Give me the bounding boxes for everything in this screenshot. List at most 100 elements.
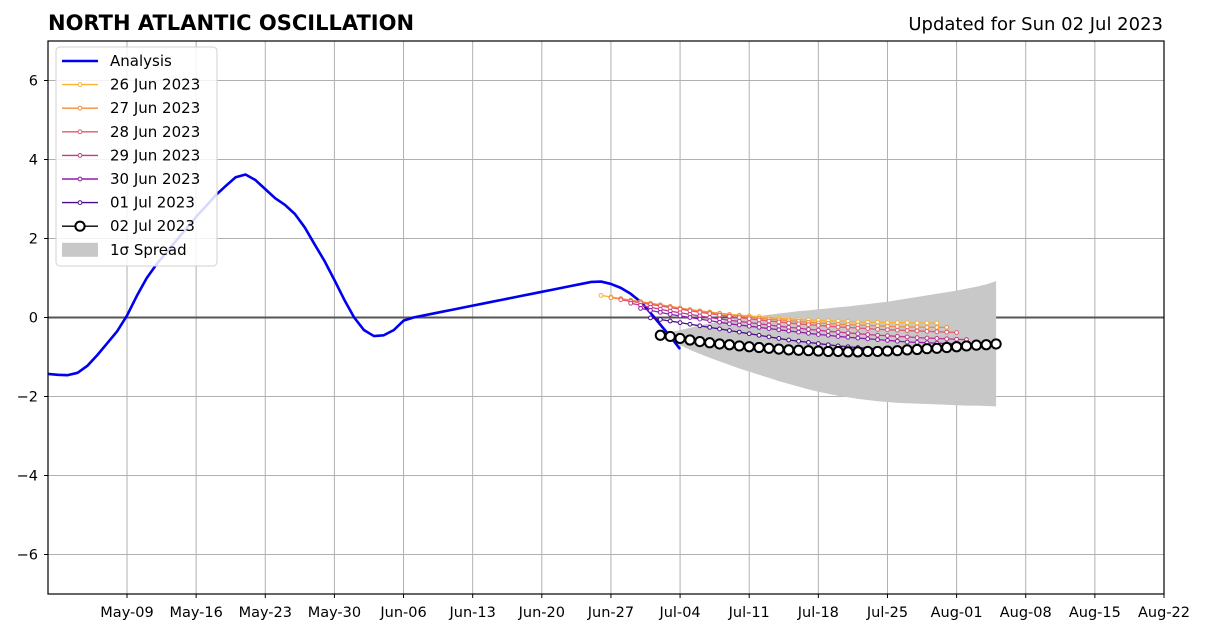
forecast-26-jun-2023-point: [598, 292, 604, 298]
x-tick-label: Aug-01: [931, 605, 983, 621]
forecast-26-jun-2023-point: [894, 320, 900, 326]
forecast-29-jun-2023-point: [796, 325, 801, 331]
forecast-02-jul-2023-point: [852, 346, 864, 358]
forecast-29-jun-2023-point: [875, 332, 880, 338]
forecast-27-jun-2023-point: [924, 324, 930, 330]
forecast-28-jun-2023-point: [746, 316, 752, 322]
forecast-02-jul-2023-point: [921, 343, 933, 355]
forecast-29-jun-2023-point: [924, 335, 930, 341]
legend-27-jun-2023-marker: [77, 105, 83, 111]
x-tick-label: Aug-15: [1069, 605, 1121, 621]
forecast-29-jun-2023-point: [894, 334, 900, 339]
forecast-30-jun-2023-point: [914, 339, 920, 345]
forecast-02-jul-2023-point: [802, 345, 815, 357]
forecast-02-jul-2023-point: [960, 340, 973, 352]
forecast-02-jul-2023-point: [763, 342, 775, 354]
analysis-line: [47, 173, 682, 377]
y-tick-label: −6: [17, 548, 38, 564]
forecast-27-jun-2023-point: [934, 324, 940, 330]
forecast-28-jun-2023-point: [786, 320, 792, 326]
forecast-29-jun-2023-point: [815, 327, 821, 333]
plot-area: May-09 May-16 May-23 May-30 Jun-06 Jun-13 Jun-…: [17, 40, 1190, 621]
forecast-01-jul-2023-point: [746, 331, 752, 337]
forecast-01-jul-2023-point: [648, 315, 653, 321]
forecast-30-jun-2023-point: [697, 316, 703, 322]
legend-26-jun-2023-marker: [77, 82, 83, 87]
forecast-30-jun-2023-point: [638, 306, 643, 311]
forecast-02-jul-2023-point: [694, 335, 706, 348]
forecast-02-jul-2023-point: [832, 345, 844, 358]
forecast-30-jun-2023-point: [825, 332, 831, 338]
legend-26-jun-2023-label: 26 Jun 2023: [110, 76, 200, 94]
x-tick-label: May-09: [100, 605, 153, 621]
forecast-02-jul-2023-point: [911, 343, 923, 356]
x-tick-label: Jun-06: [379, 605, 426, 621]
y-tick-label: −4: [17, 469, 38, 485]
forecast-01-jul-2023-point: [667, 318, 673, 324]
forecast-30-jun-2023-point: [786, 328, 792, 334]
forecast-26-jun-2023-point: [914, 320, 920, 326]
legend-02-jul-2023-marker: [74, 220, 86, 232]
x-tick-label: Jul-18: [797, 605, 839, 621]
forecast-28-jun-2023-point: [806, 322, 811, 328]
legend-analysis-label: Analysis: [110, 52, 172, 70]
forecast-02-jul-2023-point: [901, 344, 913, 356]
forecast-02-jul-2023-point: [970, 339, 982, 351]
y-tick-label: 4: [29, 153, 38, 169]
forecast-01-jul-2023-point: [756, 332, 762, 338]
forecast-01-jul-2023-point: [776, 336, 782, 341]
forecast-01-jul-2023-point: [766, 334, 772, 340]
forecast-01-jul-2023-point: [815, 341, 821, 346]
forecast-29-jun-2023-point: [865, 332, 871, 337]
forecast-30-jun-2023-point: [796, 329, 801, 335]
forecast-28-jun-2023-point: [934, 329, 940, 335]
x-tick-label: Aug-08: [1000, 605, 1052, 621]
forecast-28-jun-2023-point: [727, 313, 732, 319]
forecast-28-jun-2023-point: [736, 315, 742, 320]
forecast-30-jun-2023-point: [756, 324, 762, 330]
forecast-01-jul-2023-point: [657, 317, 663, 322]
forecast-28-jun-2023-point: [618, 297, 624, 303]
forecast-02-jul-2023-point: [723, 339, 736, 351]
forecast-28-jun-2023-point: [904, 328, 910, 333]
x-tick-label: Aug-22: [1138, 605, 1190, 621]
forecast-02-jul-2023-point: [842, 346, 854, 358]
y-tick-label: 6: [29, 74, 38, 90]
legend-02-jul-2023-label: 02 Jul 2023: [110, 217, 195, 235]
forecast-28-jun-2023-point: [855, 325, 861, 331]
forecast-30-jun-2023-point: [717, 319, 722, 325]
forecast-02-jul-2023-point: [753, 341, 765, 354]
forecast-28-jun-2023-point: [875, 326, 880, 332]
forecast-30-jun-2023-point: [885, 338, 890, 343]
x-tick-label: Jul-04: [658, 605, 700, 621]
forecast-30-jun-2023-point: [835, 334, 841, 339]
forecast-28-jun-2023-point: [796, 321, 801, 327]
forecast-01-jul-2023-point: [687, 321, 693, 327]
forecast-29-jun-2023-point: [885, 333, 890, 339]
forecast-29-jun-2023-point: [904, 334, 910, 340]
forecast-28-jun-2023-point: [776, 319, 782, 325]
forecast-26-jun-2023-point: [924, 320, 930, 326]
forecast-02-jul-2023-point: [891, 345, 903, 357]
x-tick-label: May-30: [308, 605, 361, 621]
forecast-02-jul-2023-point: [713, 338, 726, 350]
forecast-02-jul-2023-point: [951, 341, 963, 353]
forecast-02-jul-2023-point: [881, 345, 894, 357]
forecast-29-jun-2023-point: [835, 329, 841, 335]
forecast-28-jun-2023-point: [717, 312, 722, 318]
legend-30-jun-2023-label: 30 Jun 2023: [110, 170, 200, 188]
forecast-28-jun-2023-point: [944, 329, 950, 335]
forecast-28-jun-2023-point: [885, 327, 890, 333]
x-tick-label: Jul-11: [728, 605, 770, 621]
forecast-29-jun-2023-point: [628, 300, 634, 306]
forecast-01-jul-2023-point: [806, 339, 811, 345]
forecast-02-jul-2023-point: [664, 330, 676, 343]
forecast-29-jun-2023-point: [845, 330, 851, 336]
forecast-28-jun-2023-point: [707, 311, 713, 316]
forecast-27-jun-2023-point: [914, 324, 920, 330]
forecast-30-jun-2023-point: [806, 330, 811, 336]
forecast-30-jun-2023-point: [736, 322, 742, 328]
forecast-01-jul-2023-point: [786, 337, 792, 343]
legend-28-jun-2023-label: 28 Jun 2023: [110, 123, 200, 141]
